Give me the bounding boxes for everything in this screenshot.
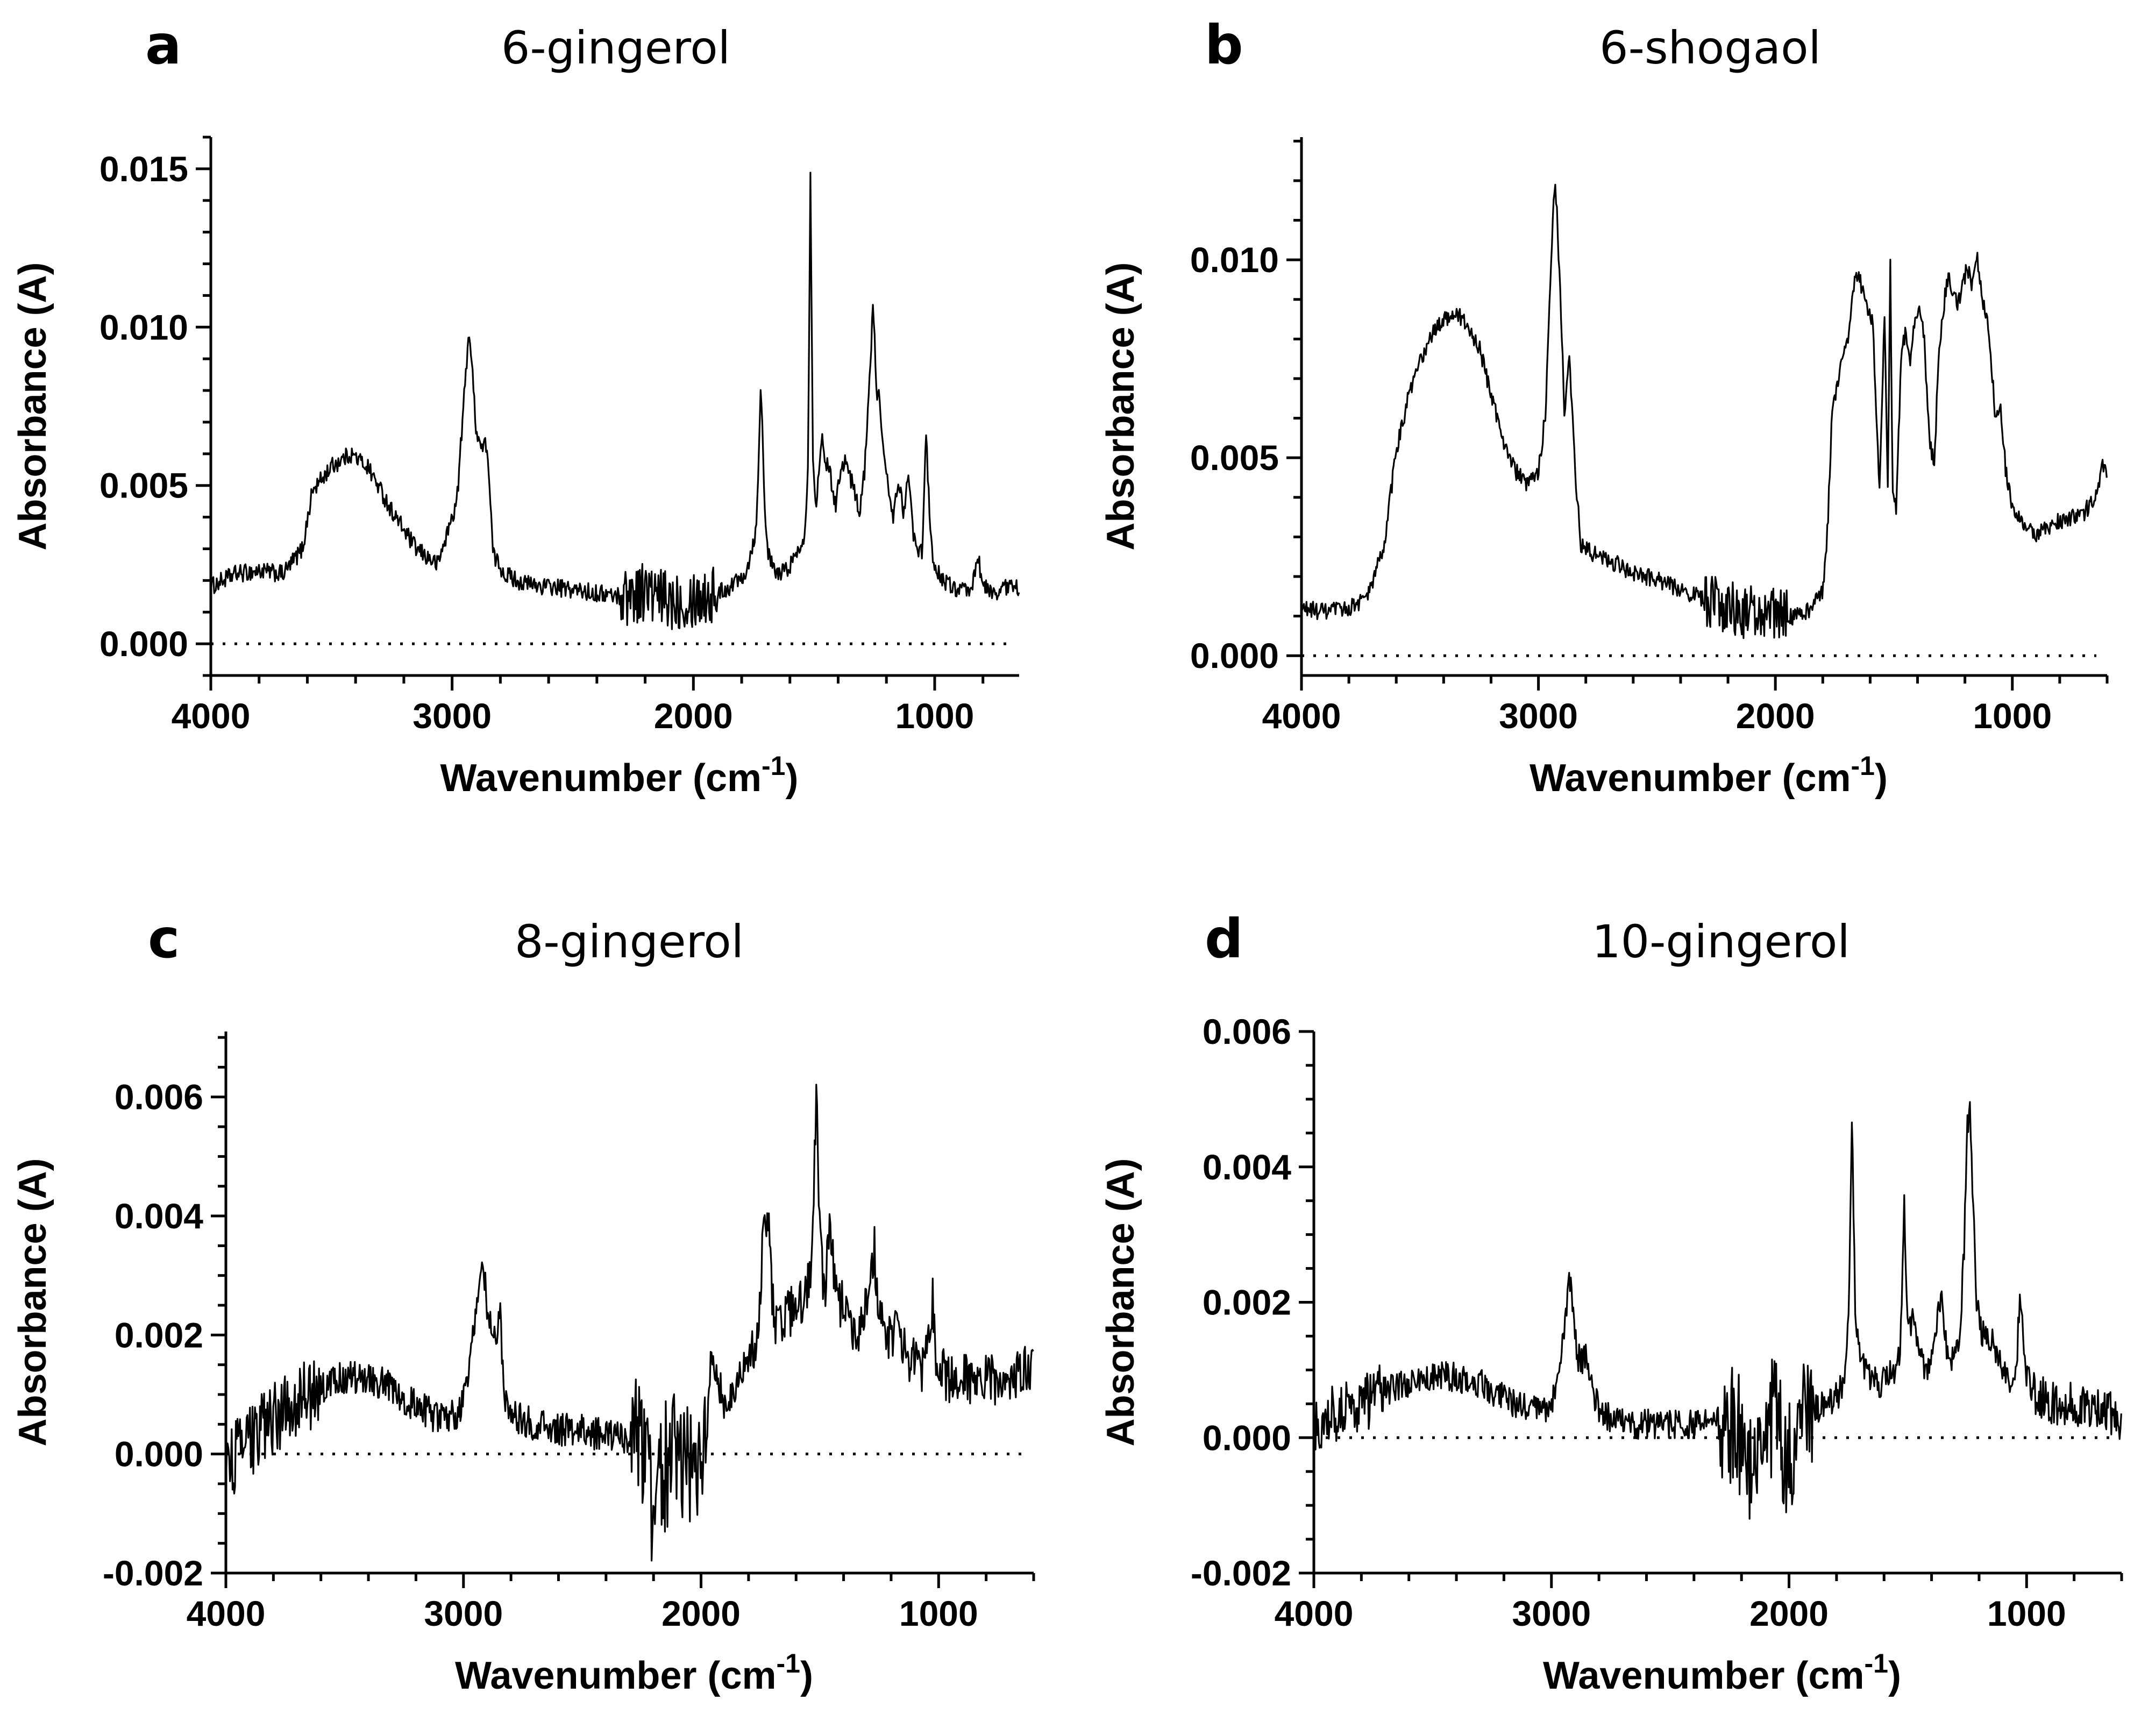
y-tick-label-c: 0.006 bbox=[115, 1077, 203, 1117]
chart-panel-b: b 6-shogaol 0.000 0.005 0.010 4000 3000 2000 100… bbox=[1099, 13, 2109, 800]
x-axis-label-d: Wavenumber (cm-1) bbox=[1543, 1648, 1901, 1697]
chart-title-d: 10-gingerol bbox=[1592, 915, 1850, 968]
y-axis-label-a: Absorbance (A) bbox=[11, 262, 54, 550]
spectrum-line-b bbox=[1300, 183, 2108, 639]
x-tick-label-d: 3000 bbox=[1512, 1593, 1591, 1633]
y-tick-label-a: 0.005 bbox=[99, 466, 188, 506]
y-tick-label-b: 0.000 bbox=[1190, 636, 1279, 675]
y-axis-label-b: Absorbance (A) bbox=[1099, 262, 1142, 550]
x-axis-label-c: Wavenumber (cm-1) bbox=[455, 1648, 813, 1697]
x-tick-label-a: 1000 bbox=[895, 696, 974, 736]
x-tick-label-c: 1000 bbox=[899, 1593, 978, 1633]
y-tick-label-c: 0.002 bbox=[115, 1315, 203, 1355]
x-tick-label-c: 3000 bbox=[424, 1593, 503, 1633]
panel-label-a: a bbox=[145, 13, 181, 76]
spectrum-line-d bbox=[1313, 1101, 2122, 1520]
chart-panel-c: c 8-gingerol -0.002 0.000 0.002 0.004 0.006 400… bbox=[11, 907, 1035, 1697]
y-tick-label-c: 0.004 bbox=[115, 1196, 203, 1236]
panel-label-d: d bbox=[1205, 907, 1243, 970]
x-tick-label-b: 3000 bbox=[1499, 696, 1578, 736]
y-tick-label-c: -0.002 bbox=[103, 1553, 203, 1593]
chart-title-b: 6-shogaol bbox=[1599, 22, 1821, 74]
y-tick-label-d: 0.004 bbox=[1203, 1147, 1291, 1187]
x-axis-label-b: Wavenumber (cm-1) bbox=[1530, 751, 1888, 800]
y-tick-label-d: 0.006 bbox=[1203, 1012, 1291, 1051]
spectrum-line-c bbox=[225, 1084, 1034, 1562]
chart-panel-d: d 10-gingerol -0.002 0.000 0.002 0.004 0.006 40… bbox=[1099, 907, 2123, 1697]
chart-panel-a: a 6-gingerol 0.000 0.005 0.010 0.015 4000 3000 2… bbox=[11, 13, 1020, 800]
y-tick-label-a: 0.010 bbox=[99, 307, 188, 347]
x-tick-label-d: 4000 bbox=[1275, 1593, 1354, 1633]
panel-label-c: c bbox=[148, 907, 180, 970]
y-axis-label-d: Absorbance (A) bbox=[1099, 1158, 1142, 1446]
x-tick-label-a: 3000 bbox=[412, 696, 492, 736]
x-tick-label-b: 1000 bbox=[1973, 696, 2052, 736]
y-tick-label-b: 0.010 bbox=[1190, 240, 1279, 280]
x-axis-label-a: Wavenumber (cm-1) bbox=[440, 751, 799, 800]
x-tick-label-d: 2000 bbox=[1749, 1593, 1829, 1633]
y-axis-label-c: Absorbance (A) bbox=[11, 1158, 54, 1446]
x-tick-label-b: 2000 bbox=[1736, 696, 1815, 736]
y-tick-label-b: 0.005 bbox=[1190, 438, 1279, 478]
chart-title-c: 8-gingerol bbox=[515, 915, 744, 968]
y-tick-label-a: 0.015 bbox=[99, 149, 188, 189]
spectrum-line-a bbox=[210, 172, 1020, 630]
x-tick-label-c: 4000 bbox=[187, 1593, 266, 1633]
y-tick-label-d: -0.002 bbox=[1191, 1553, 1291, 1593]
x-tick-label-a: 2000 bbox=[654, 696, 733, 736]
y-tick-label-d: 0.000 bbox=[1203, 1418, 1291, 1457]
y-tick-label-d: 0.002 bbox=[1203, 1283, 1291, 1322]
x-tick-label-b: 4000 bbox=[1262, 696, 1341, 736]
x-tick-label-c: 2000 bbox=[661, 1593, 741, 1633]
x-tick-label-a: 4000 bbox=[172, 696, 251, 736]
chart-title-a: 6-gingerol bbox=[501, 22, 730, 74]
y-tick-label-a: 0.000 bbox=[99, 624, 188, 664]
x-tick-label-d: 1000 bbox=[1987, 1593, 2066, 1633]
panel-label-b: b bbox=[1205, 13, 1243, 76]
y-tick-label-c: 0.000 bbox=[115, 1434, 203, 1474]
